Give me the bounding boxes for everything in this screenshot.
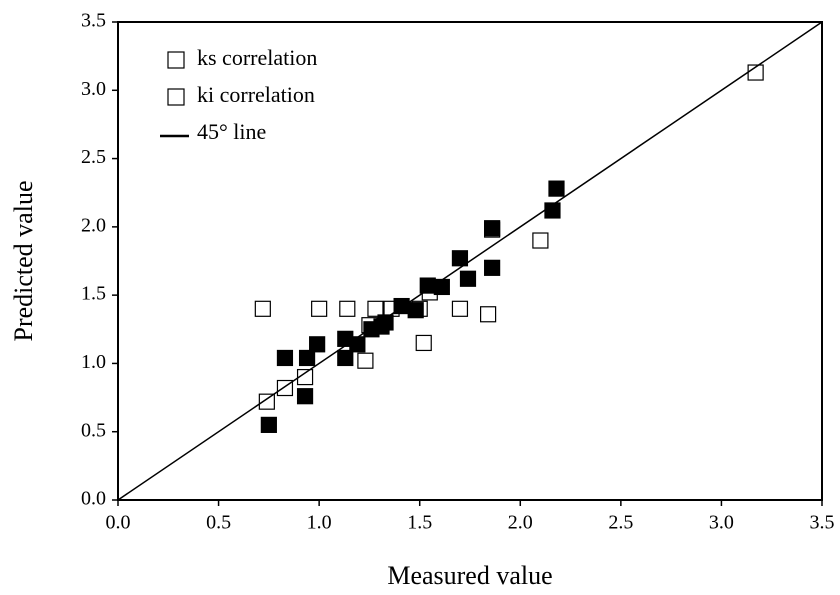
data-point bbox=[260, 416, 277, 433]
plot-frame bbox=[117, 21, 823, 501]
data-point bbox=[357, 352, 374, 369]
x-tick-label: 0.5 bbox=[206, 512, 231, 534]
data-point bbox=[296, 368, 314, 386]
data-point bbox=[548, 180, 565, 197]
data-point bbox=[349, 336, 366, 353]
data-point bbox=[339, 300, 356, 317]
data-point bbox=[254, 300, 271, 317]
data-point bbox=[311, 300, 328, 317]
x-tick-label: 2.5 bbox=[608, 512, 633, 534]
reference-line bbox=[117, 21, 823, 501]
y-tick-label: 3.0 bbox=[81, 78, 106, 100]
data-point bbox=[480, 306, 497, 323]
data-point bbox=[451, 300, 469, 317]
data-point bbox=[407, 302, 424, 319]
data-point bbox=[367, 300, 384, 317]
data-point bbox=[459, 270, 477, 287]
legend-label: ks correlation bbox=[197, 45, 317, 70]
data-point bbox=[532, 232, 549, 249]
legend-label: ki correlation bbox=[197, 82, 315, 107]
data-point bbox=[258, 393, 275, 410]
y-tick-label: 2.0 bbox=[81, 214, 106, 236]
x-tick-label: 2.0 bbox=[508, 512, 533, 534]
data-point bbox=[377, 314, 394, 331]
data-point bbox=[415, 334, 432, 352]
y-axis-label: Predicted value bbox=[9, 181, 38, 342]
data-point bbox=[337, 349, 354, 367]
legend-marker bbox=[167, 51, 185, 69]
data-point bbox=[451, 250, 469, 267]
y-tick-label: 0.0 bbox=[81, 488, 106, 510]
y-tick-label: 3.5 bbox=[81, 10, 106, 32]
y-tick-label: 0.5 bbox=[81, 419, 106, 441]
legend-marker bbox=[167, 88, 185, 106]
y-tick-label: 1.5 bbox=[81, 283, 106, 305]
x-tick-label: 1.0 bbox=[307, 512, 332, 534]
x-tick-label: 3.0 bbox=[709, 512, 734, 534]
x-tick-label: 0.0 bbox=[106, 512, 131, 534]
x-tick-label: 3.5 bbox=[810, 512, 835, 534]
legend-label: 45° line bbox=[197, 119, 266, 144]
y-tick-label: 2.5 bbox=[81, 146, 106, 168]
data-point bbox=[484, 220, 501, 237]
data-point bbox=[298, 349, 316, 367]
x-tick-label: 1.5 bbox=[407, 512, 432, 534]
data-point bbox=[433, 278, 450, 296]
data-point bbox=[276, 349, 294, 367]
data-point bbox=[484, 259, 501, 276]
x-axis-label: Measured value bbox=[387, 561, 552, 590]
data-point bbox=[309, 336, 326, 353]
data-point bbox=[296, 388, 314, 405]
y-tick-label: 1.0 bbox=[81, 351, 106, 373]
